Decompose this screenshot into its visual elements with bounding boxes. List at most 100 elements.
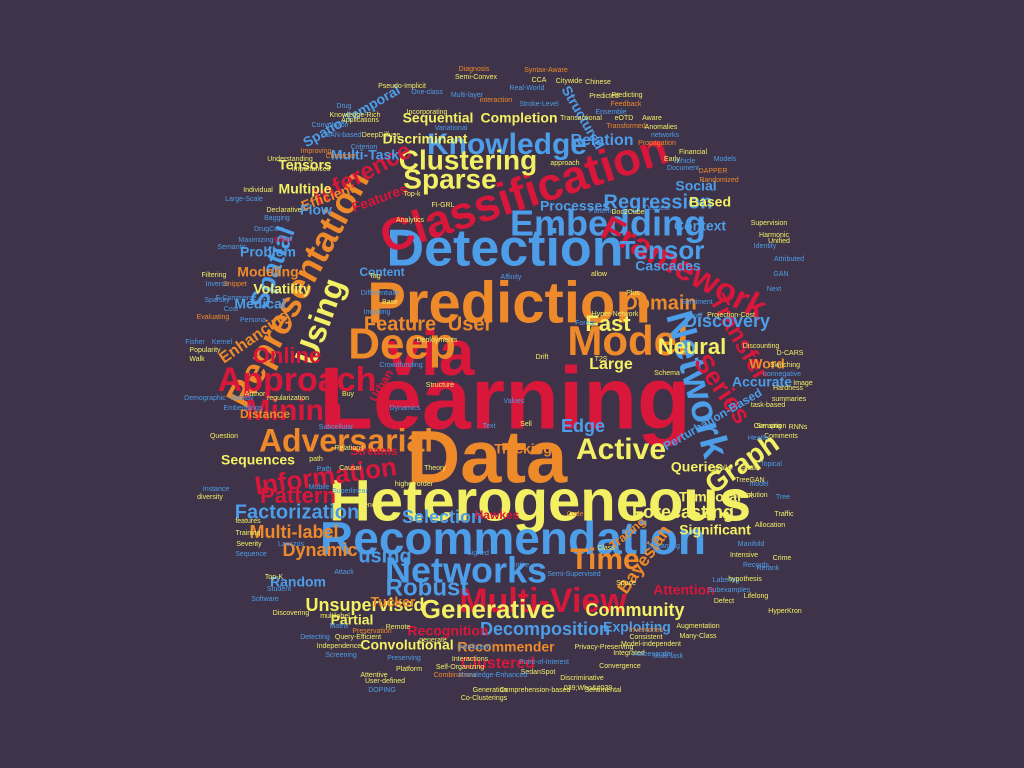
cloud-word-hypothesis: hypothesis bbox=[728, 576, 762, 583]
cloud-word-gan: GAN bbox=[773, 271, 788, 278]
cloud-word-interaction: interaction bbox=[480, 97, 512, 104]
cloud-word-densest: Densest bbox=[644, 205, 670, 212]
cloud-word-transformed: Transformed bbox=[606, 123, 646, 130]
cloud-word-drug: Drug bbox=[336, 103, 351, 110]
cloud-word-convergence: Convergence bbox=[599, 663, 641, 670]
cloud-word-via: via bbox=[386, 317, 475, 389]
cloud-word-generate: generate bbox=[419, 637, 447, 644]
cloud-word-features: features bbox=[235, 518, 261, 525]
cloud-word-medical: Medical bbox=[234, 296, 285, 312]
cloud-word-generation: Generation bbox=[473, 687, 508, 694]
cloud-word-imputing: Imputing bbox=[364, 309, 391, 316]
cloud-word-structure: Structure bbox=[426, 382, 455, 389]
cloud-word-declarative: Declarative bbox=[266, 207, 301, 214]
cloud-word-training: Training bbox=[235, 530, 260, 537]
cloud-word-multi-task: Multi-Task bbox=[331, 147, 399, 163]
cloud-word-relation: Relation bbox=[570, 132, 633, 149]
cloud-word-tensors: Tensors bbox=[278, 157, 332, 173]
cloud-word-real-world: Real-World bbox=[510, 85, 545, 92]
cloud-word-deep: Deep bbox=[348, 320, 456, 369]
cloud-word-instance: Instance bbox=[203, 486, 230, 493]
cloud-word-software: Software bbox=[251, 596, 279, 603]
cloud-word-user-defined: User-defined bbox=[365, 678, 405, 685]
cloud-word-improving: Improving bbox=[301, 148, 332, 155]
cloud-word-doping: DOPING bbox=[368, 687, 396, 694]
cloud-word-top-k: Top-K bbox=[265, 574, 284, 581]
cloud-word-networks: Networks bbox=[385, 550, 547, 591]
cloud-word-convolution: Convolution bbox=[312, 122, 349, 129]
cloud-word-schema: Schema bbox=[654, 370, 680, 377]
cloud-word-sparsity: Sparsity bbox=[204, 297, 230, 304]
cloud-word-rnns: RNNs bbox=[789, 424, 808, 431]
cloud-word-multi-label: Multi-label bbox=[250, 522, 339, 542]
cloud-word-comprehension-based: Comprehension-based bbox=[500, 687, 571, 694]
cloud-word-learning: Learning bbox=[319, 348, 691, 447]
cloud-word-timber: TIMBER bbox=[727, 493, 753, 500]
cloud-word-diagnosis: Diagnosis bbox=[459, 66, 490, 73]
cloud-word-plus: Plus bbox=[626, 290, 640, 297]
cloud-word-knowledge-enhanced: Knowledge-Enhanced bbox=[459, 672, 528, 679]
cloud-word-prediction: Prediction bbox=[367, 270, 651, 335]
cloud-word-partial: Partial bbox=[331, 612, 374, 628]
cloud-word-projection-cost: Projection-Cost bbox=[707, 312, 755, 319]
cloud-word-large: Large bbox=[589, 356, 633, 373]
cloud-word-cost: Cost bbox=[224, 306, 238, 313]
cloud-word-corruption: Corruption bbox=[754, 423, 787, 430]
cloud-word-unsupervised: Unsupervised bbox=[305, 595, 424, 615]
cloud-word-billion: Billion bbox=[274, 237, 293, 244]
cloud-word-discounting: Discounting bbox=[743, 343, 780, 350]
cloud-word-filtering: Filtering bbox=[202, 272, 227, 279]
cloud-word-tree: Tree bbox=[776, 494, 790, 501]
cloud-word-tensor: Tensor bbox=[620, 235, 705, 265]
cloud-word-predicted: Predicted bbox=[589, 93, 619, 100]
cloud-word-author: Author bbox=[245, 391, 266, 398]
cloud-word-importances: Importances bbox=[292, 166, 331, 173]
cloud-word-randomized: Randomized bbox=[699, 177, 738, 184]
cloud-word-multi-layer: Multi-layer bbox=[451, 92, 484, 99]
cloud-word-next: Next bbox=[767, 286, 781, 293]
cloud-word-networks: networks bbox=[651, 132, 680, 139]
cloud-word-supervision: Supervision bbox=[751, 220, 788, 227]
cloud-word-citywide: Citywide bbox=[556, 78, 583, 85]
cloud-word-forest: Forest bbox=[575, 320, 595, 327]
cloud-word-temporal: Temporal bbox=[679, 489, 741, 505]
cloud-word-screening: Screening bbox=[325, 652, 357, 659]
cloud-word-platform: Platform bbox=[396, 666, 422, 673]
cloud-word-pattern: Pattern bbox=[260, 483, 336, 508]
cloud-word-entire: Entire bbox=[511, 562, 529, 569]
cloud-word-text: Text bbox=[483, 423, 496, 430]
cloud-word-clustering: Clustering bbox=[399, 144, 537, 175]
cloud-word-edge: Edge bbox=[561, 416, 605, 436]
cloud-word-predicting: Predicting bbox=[611, 92, 642, 99]
cloud-word-allow: allow bbox=[591, 271, 608, 278]
cloud-word-regularization: regularization bbox=[267, 395, 309, 402]
cloud-word-completion: Completion bbox=[481, 110, 558, 126]
cloud-word-preservation: Preservation bbox=[352, 628, 391, 635]
cloud-word-criterion: Criterion bbox=[351, 144, 378, 151]
cloud-word-approach: Approach bbox=[218, 361, 377, 399]
cloud-word-rerank: Rerank bbox=[757, 565, 780, 572]
cloud-word-discovering: Discovering bbox=[273, 610, 310, 617]
cloud-word-diversity: diversity bbox=[197, 494, 223, 501]
cloud-word-problem: Problem bbox=[240, 244, 296, 260]
cloud-word-hardness: Hardness bbox=[773, 385, 803, 392]
cloud-word-anomalies: Anomalies bbox=[645, 124, 678, 131]
cloud-word-path: path bbox=[309, 456, 323, 463]
cloud-word-space: Space bbox=[616, 580, 636, 587]
cloud-word-analytics: Analytics bbox=[396, 217, 425, 224]
cloud-word-recognition: Recognition bbox=[408, 623, 489, 639]
cloud-word-crowdfunding: Crowdfunding bbox=[379, 362, 422, 369]
cloud-word-differentially: Differentially bbox=[361, 290, 400, 297]
cloud-word-gan-based: GAN-based bbox=[325, 132, 362, 139]
cloud-word-robust: Robust bbox=[386, 574, 469, 601]
cloud-word-signed: Signed bbox=[467, 550, 489, 557]
cloud-word-privacy-preserving: Privacy-Preserving bbox=[575, 644, 634, 651]
cloud-word-forecasting: Forecasting bbox=[632, 502, 734, 522]
cloud-word-individual: Individual bbox=[243, 187, 273, 194]
cloud-word-aware: Aware bbox=[642, 115, 662, 122]
cloud-word-walk: Walk bbox=[189, 356, 205, 363]
cloud-word-switching: Switching bbox=[770, 362, 800, 369]
cloud-word-recommendation: Recommendation bbox=[320, 512, 706, 564]
cloud-word-defect: Defect bbox=[714, 598, 734, 605]
